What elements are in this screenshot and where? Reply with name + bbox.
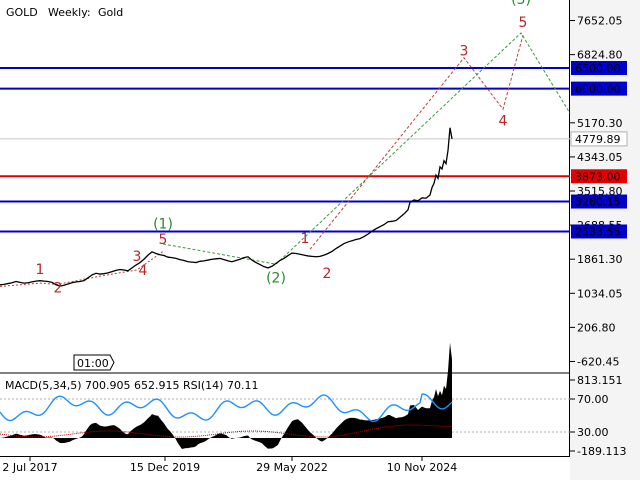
indicator-label: MACD(5,34,5) 700.905 652.915 RSI(14) 70.…	[5, 379, 258, 392]
price-level-tag-label: 6000.00	[575, 83, 621, 96]
wave-label-red: 5	[159, 232, 168, 248]
price-level-tag	[571, 224, 627, 239]
wave-label-red: 1	[36, 262, 45, 278]
time-axis: 2 Jul 2017 15 Dec 2019 29 May 2022 10 Nov 2…	[2, 456, 457, 474]
price-level-tag	[571, 81, 627, 96]
time-tick-label: 10 Nov 2024	[387, 461, 457, 474]
price-level-tag-label: 6500.00	[575, 62, 621, 75]
wave-label-red: 1	[301, 231, 310, 247]
price-tick-label: 1861.30	[577, 253, 623, 266]
wave-label-green: (2)	[266, 270, 286, 286]
level-tags: 6500.00 6000.00 3873.00 3260.15 2533.55 4779.…	[570, 61, 628, 239]
chart-title-symbol: GOLD	[6, 6, 38, 19]
price-tick-label: 206.80	[577, 321, 616, 334]
wave-label-red: 4	[499, 114, 508, 130]
wave-label-red: 2	[54, 281, 63, 297]
price-level-tag	[571, 61, 627, 76]
wave-label-red: 3	[133, 249, 142, 265]
wave-label-red: 5	[519, 15, 528, 31]
wave-label-red: 3	[460, 44, 469, 60]
session-marker: 01:00	[73, 354, 115, 371]
indicator-layer: 813.151 70.00 30.00 -189.113	[0, 342, 626, 458]
price-level-tag-label: 3260.15	[575, 196, 621, 209]
indicator-tick-label: 70.00	[577, 393, 609, 406]
price-layer	[0, 127, 453, 287]
wave-label-red: 2	[323, 266, 332, 282]
wave-red-forecast-path	[309, 34, 524, 250]
price-tick-label: -620.45	[577, 355, 619, 368]
price-tick-label: 6824.80	[577, 49, 623, 62]
wave-red-history-path	[0, 251, 164, 287]
price-tick-label: 4343.05	[577, 151, 623, 164]
price-axis-panel	[570, 0, 640, 480]
macd-signal-line	[0, 424, 453, 438]
indicator-tick-label: 30.00	[577, 426, 609, 439]
current-price-tag	[570, 131, 628, 147]
wave-paths	[0, 32, 571, 287]
price-tick-label: 1034.05	[577, 287, 623, 300]
price-tick-label: 7652.05	[577, 15, 623, 28]
price-level-tag-label: 2533.55	[575, 225, 621, 238]
price-tick-label: 5170.30	[577, 117, 623, 130]
time-tick-label: 15 Dec 2019	[130, 461, 200, 474]
price-line	[0, 127, 453, 287]
chart-title-timeframe: Weekly:	[48, 6, 91, 19]
indicator-tick-label: -189.113	[577, 445, 626, 458]
price-level-tag	[571, 169, 627, 184]
current-price-label: 4779.89	[575, 133, 621, 146]
indicator-panel-bg	[0, 374, 570, 456]
price-level-tag	[571, 194, 627, 209]
chart-title-instrument: Gold	[98, 6, 123, 19]
price-levels	[0, 67, 570, 233]
wave-label-red: 4	[139, 263, 148, 279]
time-tick-label: 2 Jul 2017	[2, 461, 57, 474]
price-axis: 7652.056824.805170.304343.053515.802688.…	[570, 15, 623, 368]
indicator-tick-label: 813.151	[577, 374, 623, 387]
wave-green-forecast-path	[162, 32, 571, 265]
wave-label-green: (1)	[153, 217, 173, 233]
price-level-tag-label: 3873.00	[575, 170, 621, 183]
time-tick-label: 29 May 2022	[256, 461, 328, 474]
rsi-line	[0, 393, 453, 423]
session-label: 01:00	[77, 357, 109, 370]
wave-label-green: (3)	[511, 0, 531, 8]
